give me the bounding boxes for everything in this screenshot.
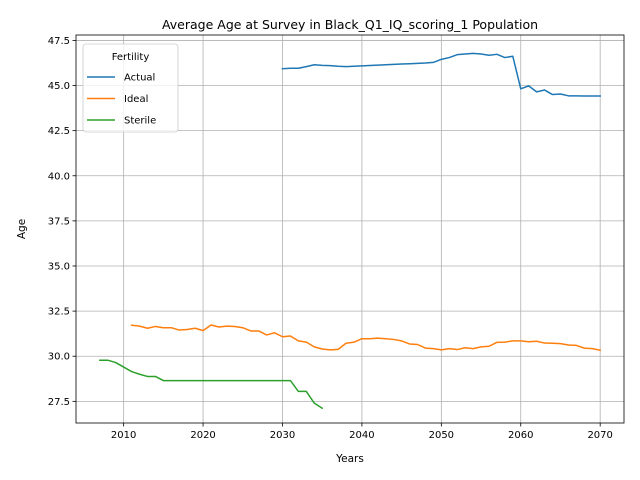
chart-title: Average Age at Survey in Black_Q1_IQ_sco… <box>162 17 538 32</box>
y-axis-ticks: 27.5 30.0 32.5 35.0 37.5 40.0 42.5 45.0 47.5 <box>48 36 76 408</box>
legend-label-ideal: Ideal <box>124 94 148 105</box>
legend-items: Actual Ideal Sterile <box>87 73 156 127</box>
x-axis-ticks: 2010 2020 2030 2040 2050 2060 2070 <box>111 423 613 441</box>
y-tick-label: 42.5 <box>48 126 70 137</box>
legend-label-sterile: Sterile <box>124 116 156 127</box>
legend-box <box>82 43 179 133</box>
x-tick-label: 2060 <box>508 430 533 441</box>
x-tick-label: 2030 <box>270 430 295 441</box>
y-tick-label: 32.5 <box>48 307 70 318</box>
legend: Fertility Actual Ideal Sterile <box>82 43 179 133</box>
plot-area-frame <box>75 34 625 424</box>
y-tick-label: 35.0 <box>48 261 70 272</box>
series-line-sterile <box>99 359 324 410</box>
x-tick-label: 2050 <box>429 430 454 441</box>
y-tick-label: 37.5 <box>48 216 70 227</box>
x-axis-label: Years <box>335 453 364 465</box>
series-lines <box>99 52 602 410</box>
y-tick-label: 30.0 <box>48 352 70 363</box>
legend-title: Fertility <box>112 52 150 63</box>
legend-label-actual: Actual <box>124 73 155 84</box>
series-line-ideal <box>130 324 602 352</box>
x-tick-label: 2010 <box>111 430 136 441</box>
x-tick-label: 2020 <box>190 430 215 441</box>
y-tick-label: 40.0 <box>48 171 70 182</box>
y-tick-label: 27.5 <box>48 397 70 408</box>
y-tick-label: 45.0 <box>48 81 70 92</box>
y-axis-label: Age <box>16 219 28 239</box>
y-tick-label: 47.5 <box>48 36 70 47</box>
series-line-actual <box>281 52 601 97</box>
x-tick-label: 2040 <box>349 430 374 441</box>
x-tick-label: 2070 <box>587 430 612 441</box>
grid-lines <box>76 35 624 423</box>
